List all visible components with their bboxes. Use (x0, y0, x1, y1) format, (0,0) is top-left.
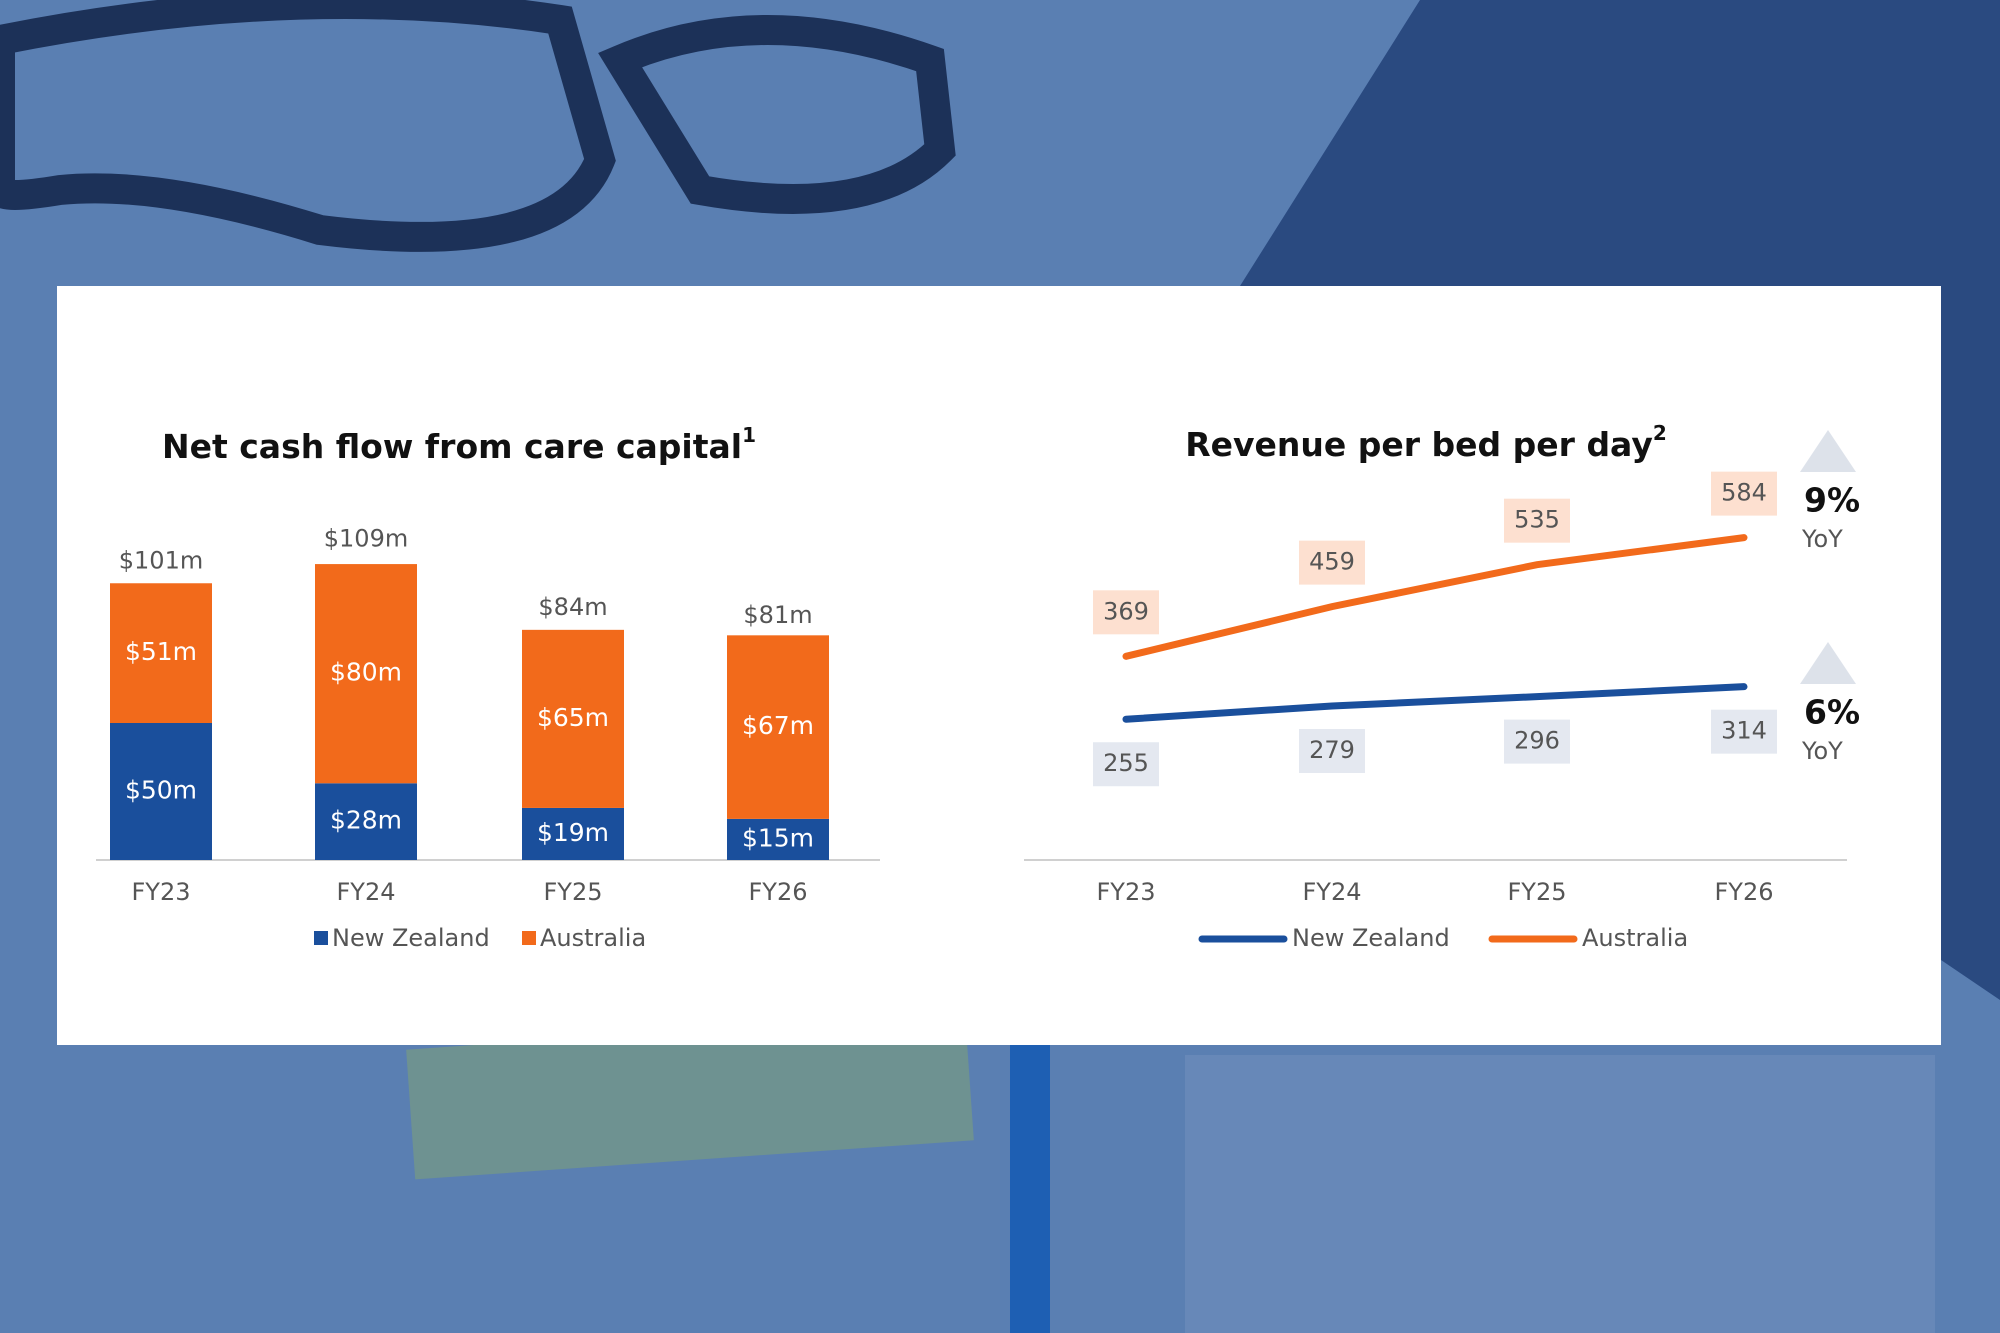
title-text: Net cash flow from care capital (162, 427, 742, 466)
up-triangle (1800, 642, 1856, 684)
label-box (1711, 471, 1777, 516)
data-label: 314 (1721, 717, 1767, 745)
total-label: $84m (538, 593, 607, 621)
x-tick-label: FY24 (336, 878, 395, 906)
value-label: $28m (330, 806, 402, 835)
value-label: $80m (330, 658, 402, 687)
card (1185, 1055, 1935, 1333)
chart-title: Revenue per bed per day2 (1185, 421, 1667, 464)
footnote: 2 (1653, 421, 1667, 445)
x-tick-label: FY26 (748, 878, 807, 906)
bar-segment (727, 818, 829, 860)
x-tick-label: FY23 (1096, 878, 1155, 906)
label-box (1299, 728, 1365, 773)
label-box (1093, 590, 1159, 635)
value-label: $50m (125, 776, 197, 805)
legend-label: Australia (1582, 924, 1688, 952)
total-label: $101m (119, 546, 203, 574)
x-tick-label: FY23 (131, 878, 190, 906)
x-tick-label: FY24 (1302, 878, 1361, 906)
total-label: $81m (743, 601, 812, 629)
legend-label: New Zealand (1292, 924, 1450, 952)
glasses-lens (598, 15, 956, 214)
value-label: $67m (742, 711, 814, 740)
data-label: 255 (1103, 749, 1149, 777)
label-box (1504, 498, 1570, 543)
glasses (0, 0, 616, 252)
data-label: 279 (1309, 736, 1355, 764)
bar-segment (522, 807, 624, 860)
data-label: 584 (1721, 479, 1767, 507)
pen (1010, 1040, 1050, 1333)
footnote: 1 (742, 423, 756, 447)
title-text: Revenue per bed per day (1185, 425, 1653, 464)
x-tick-label: FY26 (1714, 878, 1773, 906)
bar-segment (727, 635, 829, 819)
value-label: $15m (742, 823, 814, 852)
annotation-label: YoY (1801, 525, 1843, 553)
legend-label: Australia (540, 924, 646, 952)
calculator (1240, 0, 2000, 1000)
x-tick-label: FY25 (543, 878, 602, 906)
label-box (1093, 742, 1159, 787)
up-triangle (1800, 430, 1856, 472)
total-label: $109m (324, 524, 408, 552)
annotation-label: YoY (1801, 737, 1843, 765)
value-label: $65m (537, 703, 609, 732)
data-label: 296 (1514, 727, 1560, 755)
legend-swatch (314, 931, 328, 945)
label-box (1711, 709, 1777, 754)
chart-title: Net cash flow from care capital1 (162, 423, 756, 466)
series-line (1122, 683, 1748, 723)
bar-segment (110, 723, 212, 860)
bar-chart: Net cash flow from care capital1 FY23 $50… (96, 423, 880, 952)
x-tick-label: FY25 (1507, 878, 1566, 906)
value-label: $51m (125, 637, 197, 666)
bar-segment (315, 783, 417, 860)
line-chart: Revenue per bed per day2 FY23 FY24 FY25 FY2… (1024, 421, 1860, 952)
annotation-change: 9% (1804, 481, 1860, 520)
bar-segment (110, 583, 212, 723)
bar-segment (315, 564, 417, 784)
bar-segment (522, 629, 624, 808)
label-box (1299, 540, 1365, 585)
value-label: $19m (537, 818, 609, 847)
legend-label: New Zealand (332, 924, 490, 952)
data-label: 535 (1514, 506, 1560, 534)
legend-swatch (522, 931, 536, 945)
sticky-note (406, 1010, 974, 1180)
series-line (1122, 534, 1748, 660)
label-box (1504, 719, 1570, 764)
data-label: 369 (1103, 597, 1149, 625)
annotation-change: 6% (1804, 693, 1860, 732)
data-label: 459 (1309, 548, 1355, 576)
